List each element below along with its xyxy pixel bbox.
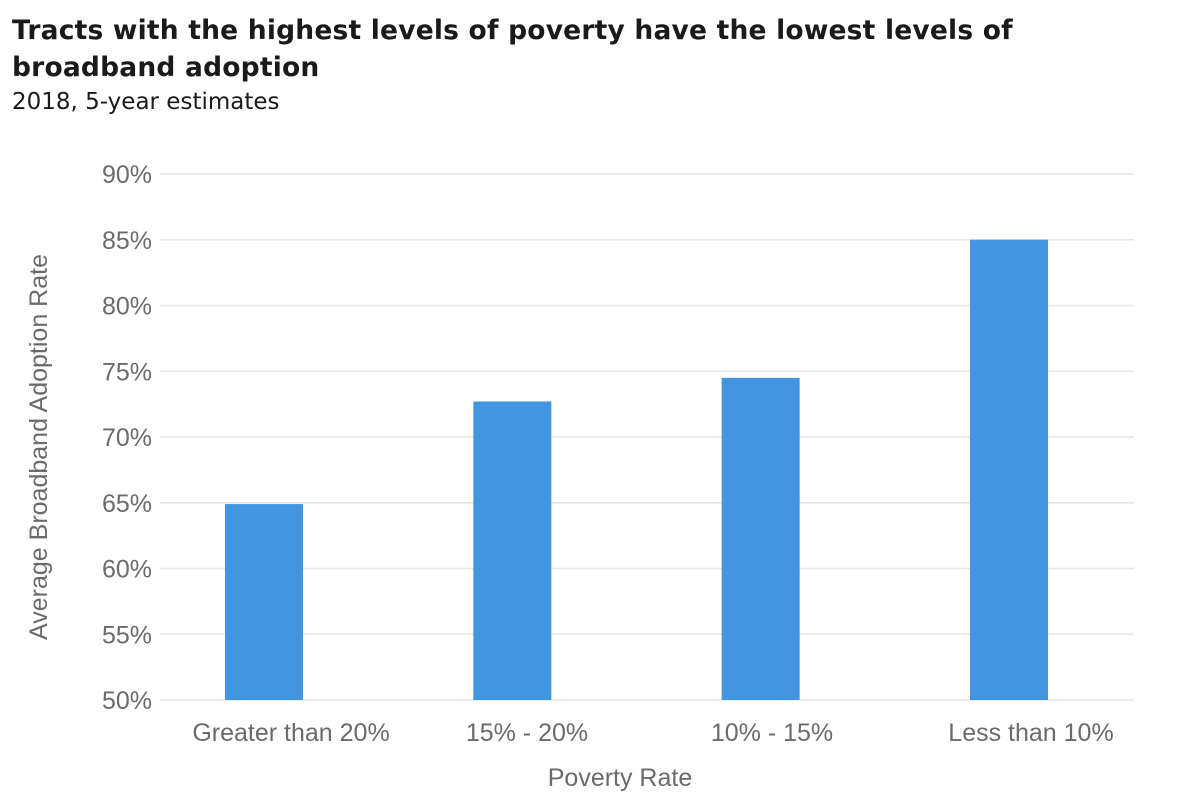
y-axis-ticks: 50% 55% 60% 65% 70% 75% 80% 85% 90% (102, 161, 152, 715)
x-axis-labels: Greater than 20% 15% - 20% 10% - 15% Less t… (192, 719, 1113, 747)
y-tick-label: 70% (102, 424, 152, 452)
chart-header: Tracts with the highest levels of povert… (12, 12, 1162, 118)
chart-subtitle: 2018, 5-year estimates (12, 89, 280, 115)
x-category-label: Greater than 20% (192, 719, 389, 747)
y-tick-label: 50% (102, 687, 152, 715)
x-category-label: Less than 10% (948, 719, 1113, 747)
bar (225, 504, 303, 700)
y-axis-title: Average Broadband Adoption Rate (25, 254, 53, 640)
chart-title: Tracts with the highest levels of povert… (12, 15, 1013, 83)
y-tick-label: 75% (102, 358, 152, 386)
x-category-label: 10% - 15% (711, 719, 833, 747)
bar (473, 401, 552, 700)
x-axis-title: Poverty Rate (548, 764, 693, 792)
y-tick-label: 90% (102, 161, 152, 189)
y-tick-label: 60% (102, 556, 152, 584)
bar (721, 377, 800, 700)
y-tick-label: 65% (102, 490, 152, 518)
y-tick-label: 55% (102, 621, 152, 649)
y-tick-label: 85% (102, 227, 152, 255)
bar (970, 239, 1048, 700)
bars (225, 239, 1048, 700)
y-tick-label: 80% (102, 293, 152, 321)
x-category-label: 15% - 20% (466, 719, 588, 747)
